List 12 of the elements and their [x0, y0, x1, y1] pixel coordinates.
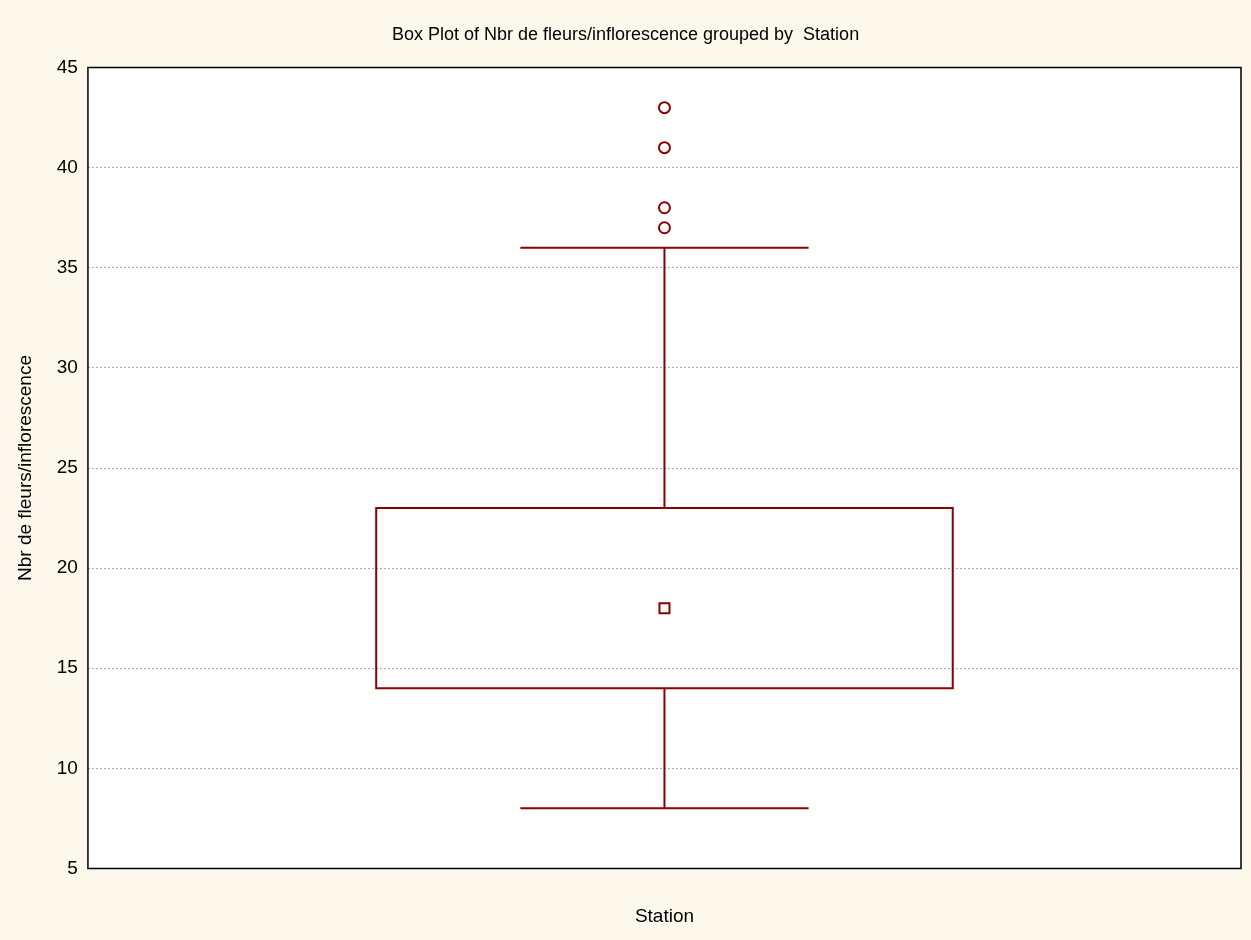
y-axis-title: Nbr de fleurs/inflorescence	[13, 355, 35, 581]
y-tick-label: 25	[56, 456, 78, 478]
y-tick-label: 40	[56, 155, 78, 177]
y-tick-label: 35	[56, 256, 78, 278]
y-tick-label: 20	[56, 556, 78, 578]
y-tick-label: 15	[56, 656, 78, 678]
y-tick-label: 5	[67, 856, 78, 878]
x-axis-title: Station	[634, 904, 695, 926]
chart-title: Box Plot of Nbr de fleurs/inflorescence grouped by Station	[391, 23, 860, 44]
y-tick-label: 45	[56, 55, 78, 77]
y-tick-label: 30	[56, 356, 78, 378]
y-tick-label: 10	[56, 756, 78, 778]
